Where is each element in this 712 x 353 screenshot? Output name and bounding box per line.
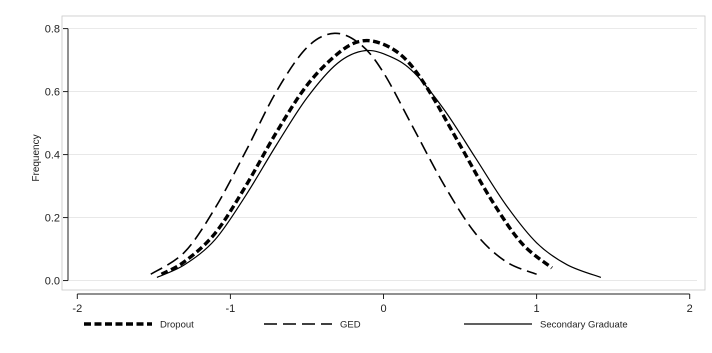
- legend: Dropout GED Secondary Graduate: [84, 320, 628, 331]
- y-tick-label: 0.2: [45, 213, 60, 225]
- y-tick-label: 0.4: [45, 150, 60, 162]
- y-tick-label: 0.8: [45, 24, 60, 36]
- legend-label-secondary-graduate: Secondary Graduate: [540, 320, 628, 331]
- y-axis-label: Frequency: [31, 134, 42, 181]
- y-tick-label: 0.0: [45, 276, 60, 288]
- x-tick-label: -2: [72, 303, 82, 315]
- plot-frame: [62, 16, 705, 290]
- x-tick-label: 2: [687, 303, 693, 315]
- x-tick-label: 1: [534, 303, 540, 315]
- y-tick-label: 0.6: [45, 87, 60, 99]
- x-tick-label: -1: [226, 303, 236, 315]
- legend-label-dropout: Dropout: [160, 320, 194, 331]
- legend-label-ged: GED: [340, 320, 361, 331]
- x-tick-label: 0: [380, 303, 386, 315]
